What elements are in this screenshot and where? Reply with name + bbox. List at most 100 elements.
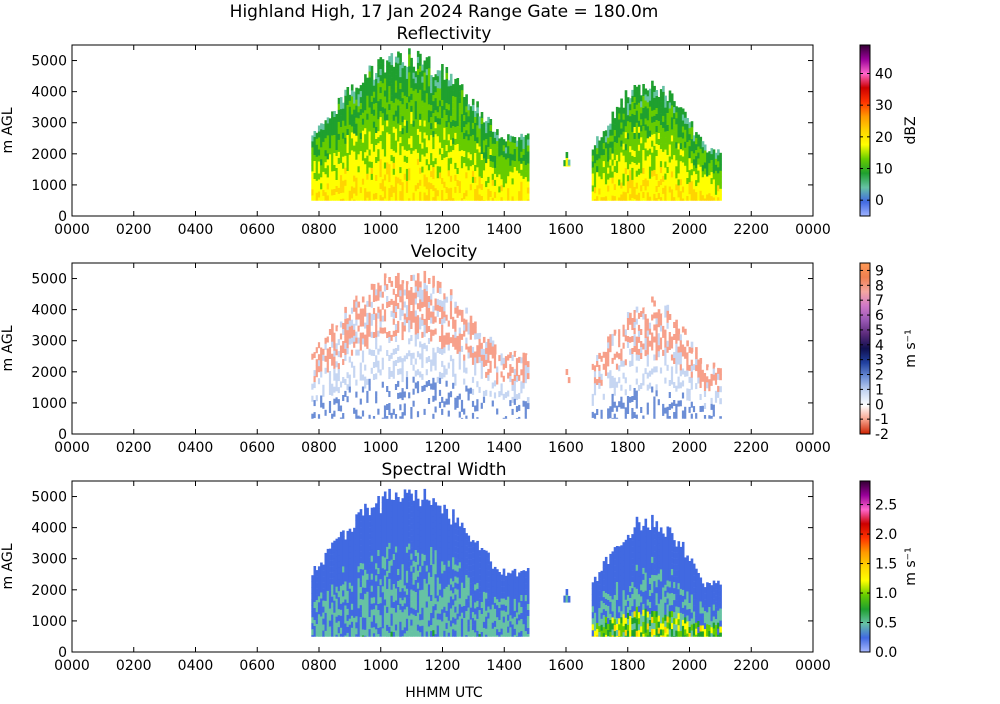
echo-cell	[406, 275, 409, 281]
echo-cell	[496, 129, 499, 135]
echo-cell	[397, 279, 400, 285]
echo-cell	[527, 391, 530, 397]
echo-cell	[474, 322, 477, 328]
echo-cell	[446, 67, 449, 73]
x-tick-label: 0600	[239, 222, 275, 238]
colorbar-tick-label: 30	[875, 98, 893, 114]
echo-cell	[397, 273, 400, 279]
echo-cell	[371, 72, 374, 78]
echo-cell	[719, 165, 722, 171]
echo-cell	[461, 310, 464, 316]
echo-cell	[527, 176, 530, 182]
colorbar-tick-label: 0	[875, 193, 884, 209]
echo-cell	[459, 298, 462, 304]
echo-cell	[465, 94, 468, 100]
echo-cell	[358, 296, 361, 302]
echo-cell	[719, 159, 722, 165]
echo-cell	[344, 307, 347, 313]
echo-cell	[428, 56, 431, 62]
echo-cell	[527, 415, 530, 419]
x-tick-label: 0200	[116, 222, 152, 238]
echo-cell	[568, 166, 571, 167]
y-tick-label: 5000	[31, 54, 67, 70]
echo-cell	[662, 86, 665, 92]
x-tick-label: 0800	[301, 222, 337, 238]
echo-cell	[457, 78, 460, 84]
colorbar-tick-label: 40	[875, 67, 893, 83]
echo-cell	[527, 158, 530, 164]
echo-cell	[566, 152, 569, 158]
echo-cell	[691, 127, 694, 133]
echo-cell	[450, 74, 453, 80]
echo-cell	[391, 281, 394, 287]
figure-title: Highland High, 17 Jan 2024 Range Gate = …	[230, 2, 659, 22]
echo-cell	[413, 275, 416, 281]
echo-cell	[399, 53, 402, 59]
y-tick-label: 3000	[31, 116, 67, 132]
panel-title: Velocity	[411, 242, 478, 262]
echo-cell	[527, 200, 530, 201]
x-tick-label: 0400	[178, 222, 214, 238]
echo-cell	[446, 291, 449, 297]
echo-cell	[432, 276, 435, 282]
echo-cell	[527, 170, 530, 176]
x-tick-label: 1800	[610, 222, 646, 238]
echo-cell	[684, 112, 687, 118]
echo-cell	[494, 344, 497, 350]
echo-cell	[719, 177, 722, 183]
colorbar-tick-label: 10	[875, 162, 893, 178]
echo-cell	[371, 66, 374, 72]
echo-cell	[391, 53, 394, 59]
echo-cell	[527, 182, 530, 188]
echo-cell	[362, 291, 365, 297]
echo-cell	[566, 369, 569, 375]
echo-cell	[481, 112, 484, 118]
echo-cell	[428, 68, 431, 74]
echo-cell	[428, 284, 431, 290]
y-tick-label: 4000	[31, 85, 67, 101]
echo-cell	[527, 385, 530, 391]
echo-cell	[527, 188, 530, 194]
echo-cell	[623, 313, 626, 319]
echo-cell	[527, 409, 530, 415]
echo-cell	[671, 93, 674, 99]
echo-cell	[527, 367, 530, 373]
echo-cell	[527, 361, 530, 367]
echo-cell	[656, 90, 659, 96]
echo-cell	[612, 112, 615, 118]
echo-cell	[719, 153, 722, 159]
echo-cell	[347, 87, 350, 93]
x-axis-label: HHMM UTC	[405, 685, 483, 700]
echo-cell	[527, 355, 530, 361]
echo-cell	[331, 324, 334, 330]
echo-cell	[620, 99, 623, 105]
echo-cell	[362, 297, 365, 303]
echo-cell	[441, 70, 444, 76]
echo-cell	[461, 90, 464, 96]
echo-cell	[439, 288, 442, 294]
echo-cell	[527, 152, 530, 158]
echo-cell	[419, 54, 422, 60]
echo-cell	[461, 84, 464, 90]
echo-cell	[568, 160, 571, 166]
echo-cell	[439, 294, 442, 300]
echo-cell	[417, 273, 420, 279]
echo-cell	[625, 90, 628, 96]
x-tick-label: 1400	[486, 222, 522, 238]
echo-cell	[380, 279, 383, 285]
colorbar-bar	[860, 45, 870, 216]
y-axis-label: m AGL	[0, 107, 16, 153]
echo-cell	[527, 397, 530, 403]
echo-cell	[527, 379, 530, 385]
echo-cell	[446, 297, 449, 303]
echo-cell	[527, 134, 530, 140]
echo-cell	[483, 331, 486, 337]
colorbar-label: dBZ	[903, 116, 919, 144]
echo-cell	[446, 73, 449, 79]
echo-cell	[382, 59, 385, 65]
echo-cell	[465, 308, 468, 314]
